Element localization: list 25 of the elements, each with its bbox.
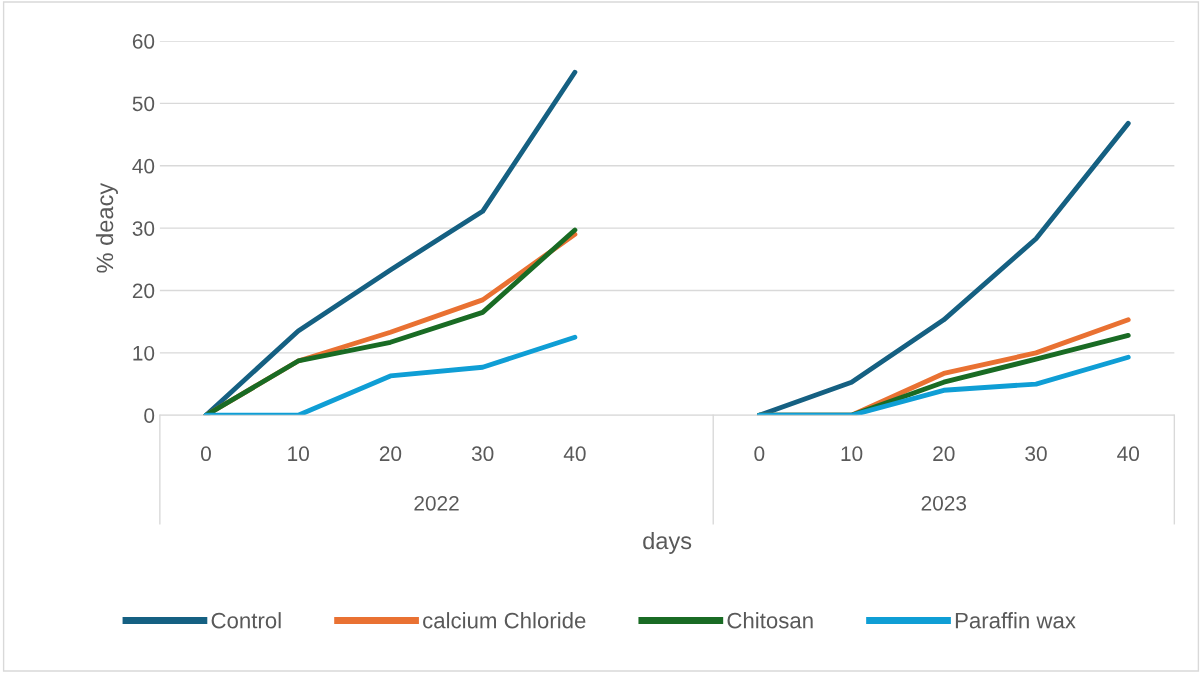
x-tick-label: 10 bbox=[288, 446, 309, 462]
text: 2022 bbox=[414, 495, 459, 511]
x-tick-label: 0 bbox=[201, 446, 211, 462]
legend-label: Control bbox=[211, 612, 281, 629]
x-tick-label: 0 bbox=[754, 446, 765, 462]
y-tick-label: 10 bbox=[133, 345, 155, 361]
y-tick-label: 50 bbox=[132, 96, 155, 112]
y-tick-label: 0 bbox=[144, 408, 155, 423]
x-tick-label: 40 bbox=[1117, 446, 1140, 462]
y-tick-label: 30 bbox=[132, 221, 155, 236]
x-tick-label: 30 bbox=[1025, 446, 1047, 462]
x-tick-label: 30 bbox=[471, 446, 494, 462]
legend-label: Paraffin wax bbox=[955, 612, 1076, 629]
text: 2023 bbox=[921, 495, 967, 511]
legend-label: calcium Chloride bbox=[423, 612, 586, 629]
x-tick-label: 20 bbox=[379, 446, 402, 462]
x-axis-title: days bbox=[643, 531, 692, 554]
x-tick-label: 10 bbox=[841, 446, 863, 462]
x-tick-label: 40 bbox=[563, 446, 586, 462]
legend-label: Chitosan bbox=[727, 612, 813, 629]
x-tick-label: 20 bbox=[933, 446, 955, 462]
y-tick-label: 40 bbox=[132, 158, 155, 174]
y-tick-label: 20 bbox=[132, 283, 155, 299]
y-tick-label: 60 bbox=[132, 34, 155, 49]
y-axis-title: % deacy bbox=[95, 182, 118, 273]
